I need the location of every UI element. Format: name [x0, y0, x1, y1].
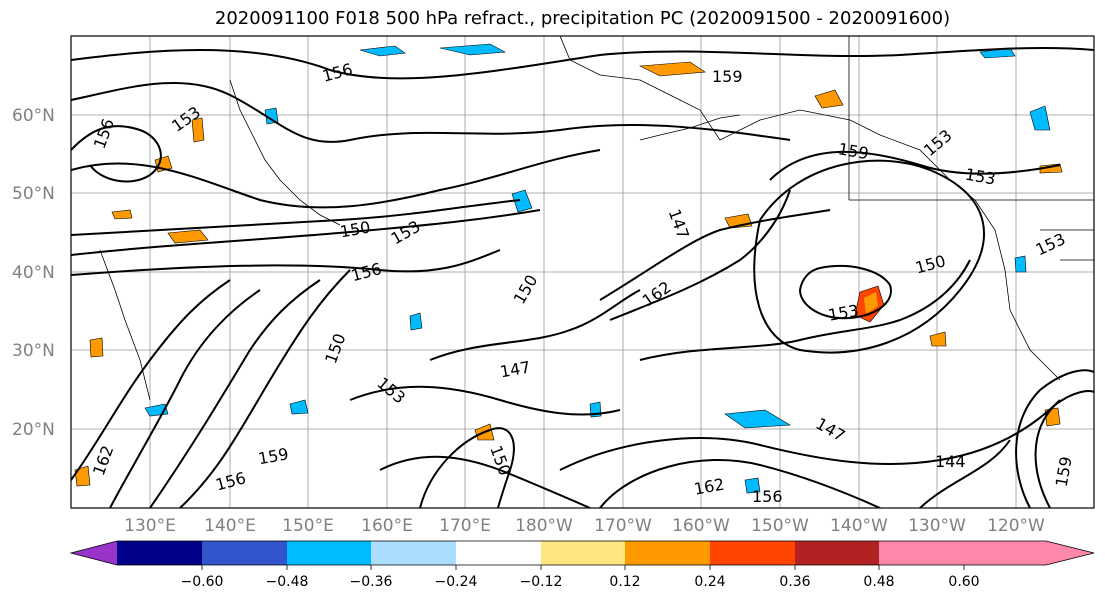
lat-label: 20°N: [12, 420, 55, 440]
lon-label: 160°W: [672, 516, 730, 536]
graticule: [71, 36, 1094, 508]
contour-label: 159: [712, 67, 743, 86]
colorbar-tick-label: 0.24: [694, 574, 725, 590]
lon-label: 170°W: [594, 516, 652, 536]
lat-label: 50°N: [12, 184, 55, 204]
colorbar-tick-label: −0.36: [350, 574, 393, 590]
colorbar-segment: [625, 541, 710, 565]
colorbar-segment: [371, 541, 456, 565]
colorbar-segment: [202, 541, 287, 565]
colorbar-tick-label: 0.60: [948, 574, 979, 590]
lon-label: 150°W: [751, 516, 809, 536]
lon-label: 150°E: [282, 516, 334, 536]
contour-label: 156: [752, 487, 783, 506]
colorbar-tick-label: −0.48: [266, 574, 309, 590]
coastlines: [99, 36, 1094, 401]
contour-label: 144: [935, 452, 966, 471]
lon-label: 160°E: [361, 516, 413, 536]
lon-label: 130°W: [908, 516, 966, 536]
lat-label: 60°N: [12, 106, 55, 126]
colorbar-segment: [456, 541, 541, 565]
lat-label: 30°N: [12, 341, 55, 361]
colorbar-tick-label: −0.12: [520, 574, 563, 590]
lon-label: 180°W: [515, 516, 573, 536]
map-frame: [70, 35, 1095, 509]
colorbar-segment: [287, 541, 371, 565]
map-title: 2020091100 F018 500 hPa refract., precip…: [214, 8, 951, 29]
latitude-labels: 60°N 50°N 40°N 30°N 20°N: [12, 106, 55, 440]
colorbar-tick-label: 0.48: [863, 574, 894, 590]
lon-label: 170°E: [439, 516, 491, 536]
precipitation-patches: [74, 43, 1063, 494]
lon-label: 130°E: [124, 516, 176, 536]
colorbar: −0.60 −0.48 −0.36 −0.24 −0.12 0.12 0.24 …: [69, 540, 1095, 590]
colorbar-extend-high-arrow: [964, 541, 1094, 565]
colorbar-extend-low: [71, 541, 117, 565]
longitude-labels: 130°E 140°E 150°E 160°E 170°E 180°W 170°…: [124, 516, 1045, 536]
colorbar-segment: [541, 541, 625, 565]
lon-label: 140°W: [830, 516, 888, 536]
colorbar-tick-label: −0.60: [181, 574, 224, 590]
colorbar-tick-label: 0.36: [779, 574, 810, 590]
colorbar-segment: [795, 541, 879, 565]
lon-label: 120°W: [987, 516, 1045, 536]
colorbar-tick-label: 0.12: [609, 574, 640, 590]
lat-label: 40°N: [12, 263, 55, 283]
colorbar-segment: [117, 541, 202, 565]
colorbar-extend-high: [879, 541, 964, 565]
lon-label: 140°E: [204, 516, 256, 536]
refractivity-contours: [71, 46, 1094, 508]
colorbar-segment: [710, 541, 795, 565]
colorbar-tick-label: −0.24: [435, 574, 478, 590]
